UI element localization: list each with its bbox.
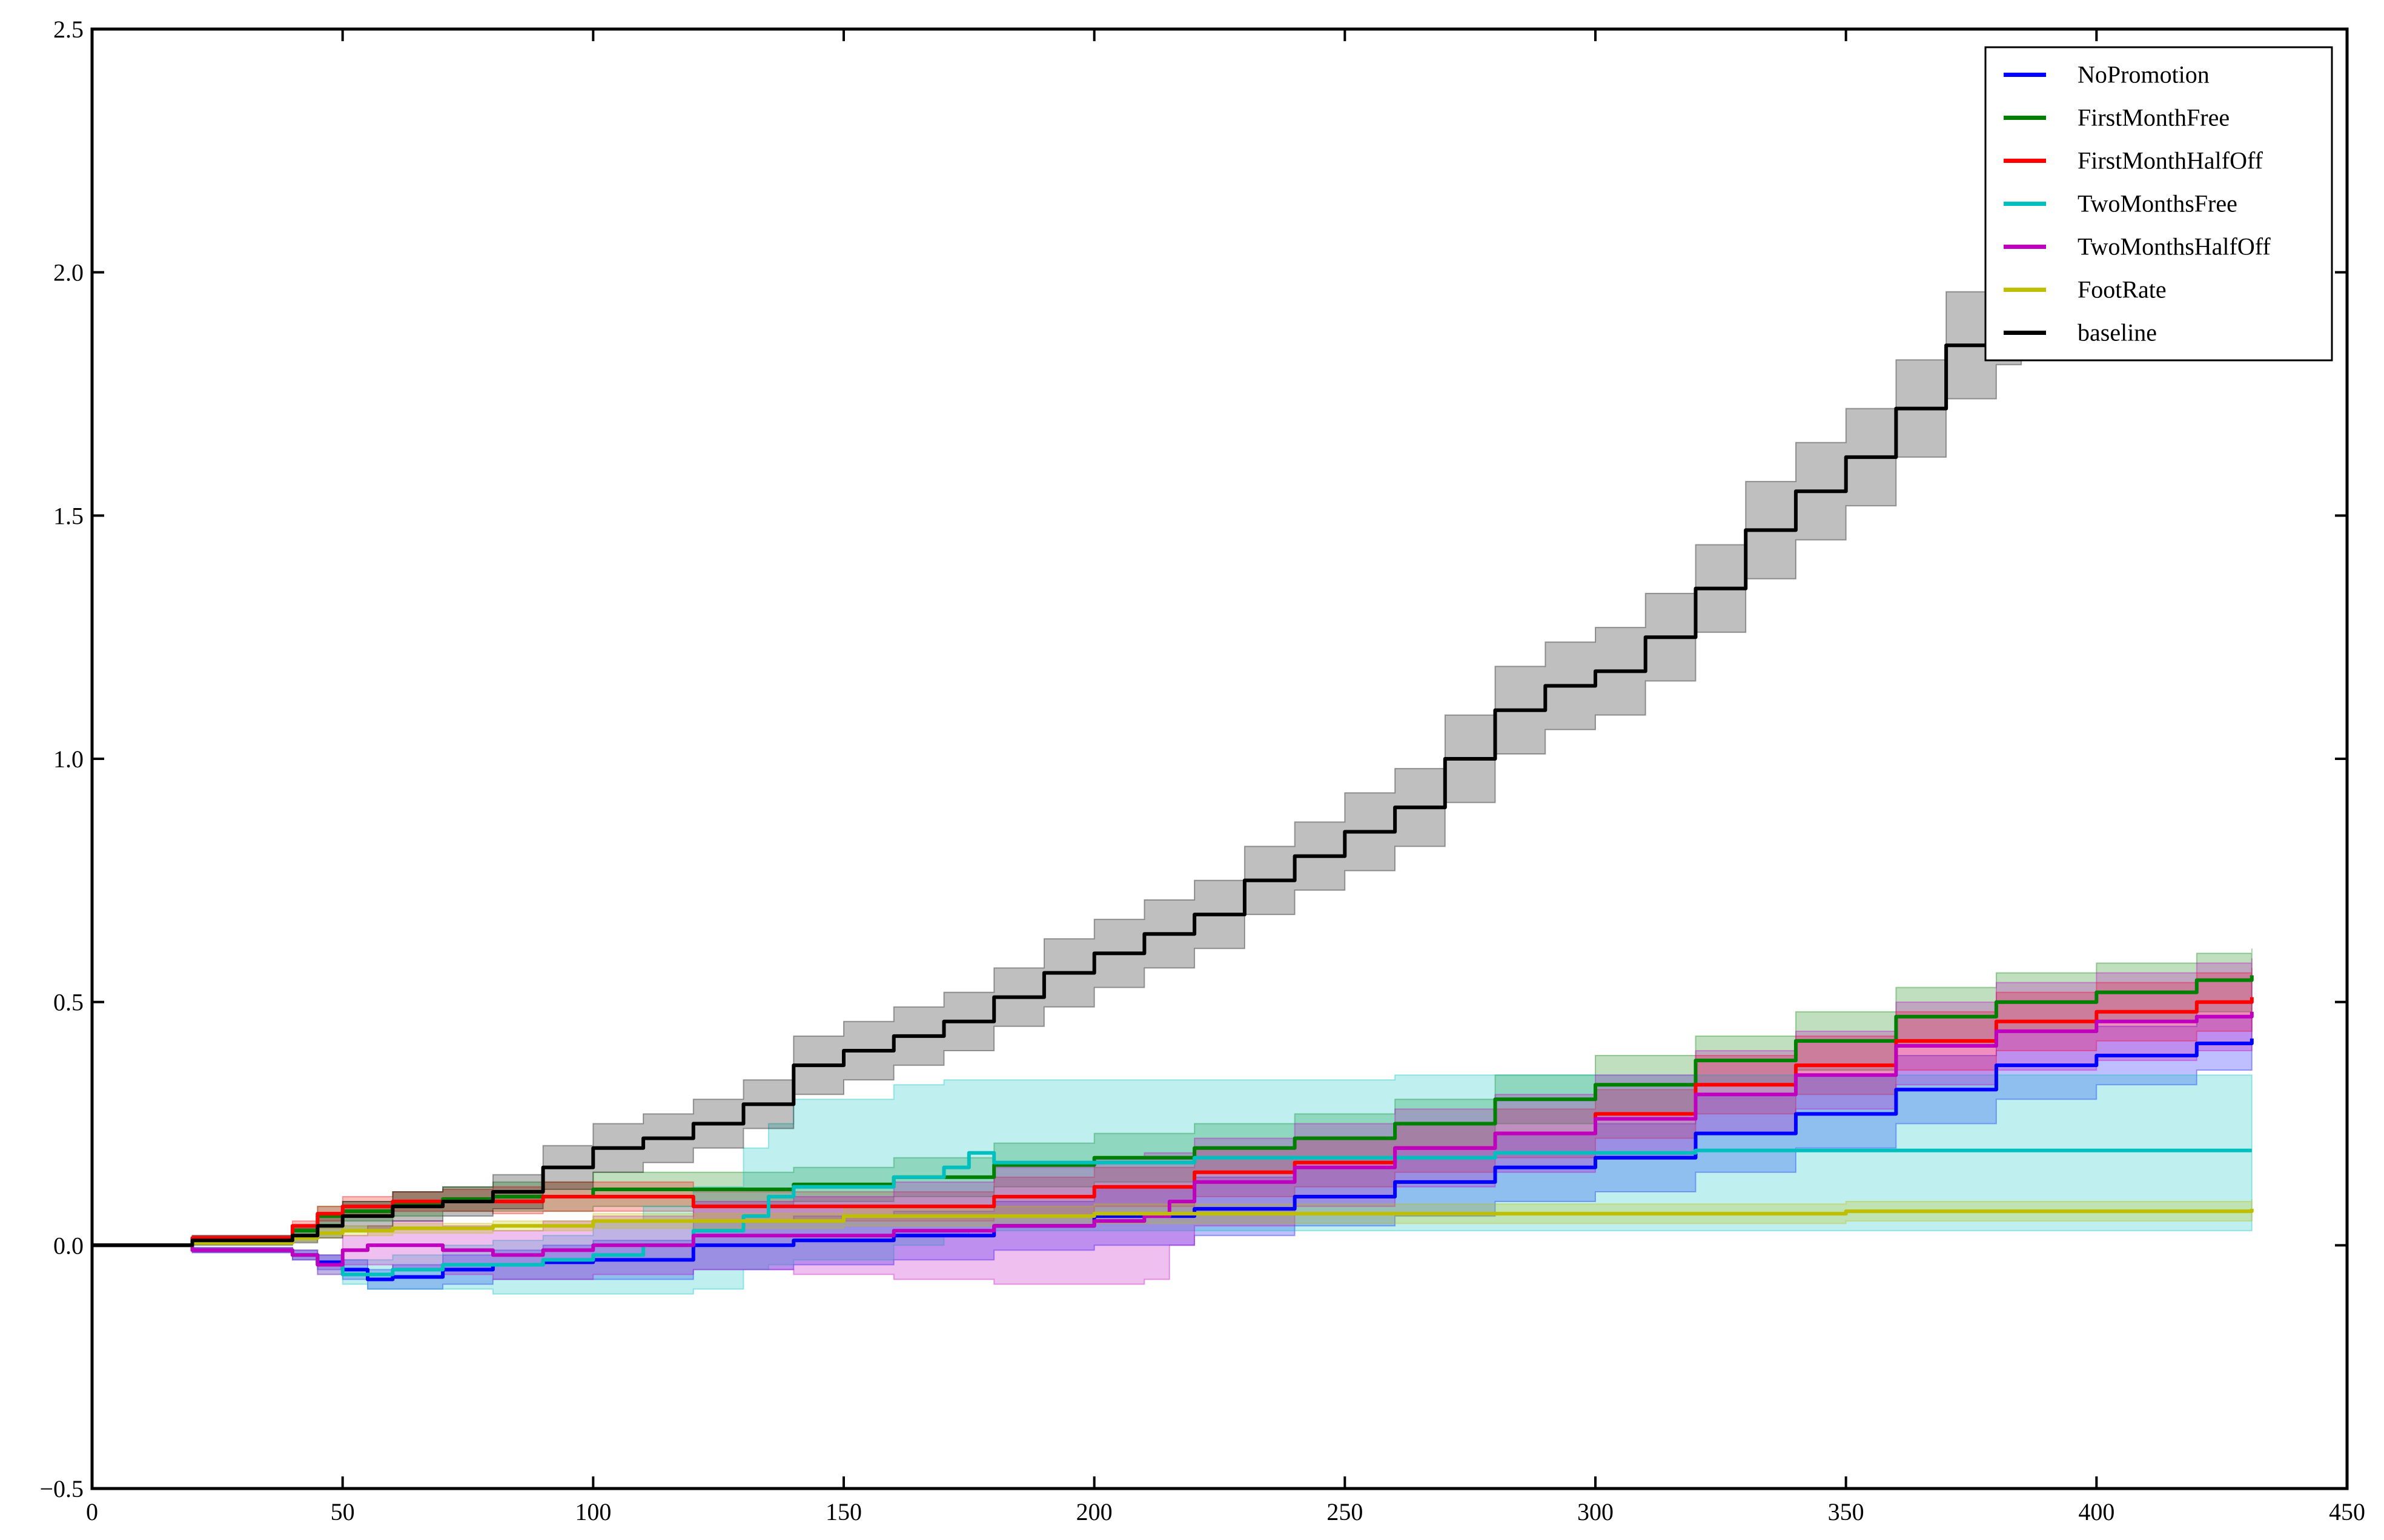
line-NoPromotion [92, 1038, 2254, 1281]
x-tick-label: 400 [2078, 1498, 2114, 1525]
y-tick-label: −0.5 [39, 1475, 84, 1502]
x-tick-label: 100 [575, 1498, 611, 1525]
legend-label-NoPromotion: NoPromotion [2078, 61, 2210, 88]
x-tick-label: 350 [1828, 1498, 1864, 1525]
line-TwoMonthsHalfOff [92, 1011, 2254, 1267]
x-tick-label: 250 [1326, 1498, 1363, 1525]
legend-label-FootRate: FootRate [2078, 276, 2167, 303]
legend-label-FirstMonthHalfOff: FirstMonthHalfOff [2078, 147, 2263, 174]
series-lines [92, 306, 2254, 1281]
line-baseline [92, 306, 2024, 1248]
y-tick-label: 1.5 [53, 502, 84, 529]
legend-label-FirstMonthFree: FirstMonthFree [2078, 104, 2230, 131]
confidence-bands [92, 253, 2253, 1295]
y-tick-label: 1.0 [53, 745, 84, 773]
band-TwoMonthsHalfOff [92, 958, 2253, 1285]
x-tick-label: 50 [331, 1498, 355, 1525]
line-FootRate [92, 1209, 2254, 1248]
x-tick-label: 200 [1076, 1498, 1113, 1525]
y-tick-label: 2.0 [53, 259, 84, 286]
band-TwoMonthsFree [92, 1074, 2253, 1295]
band-FirstMonthHalfOff [92, 968, 2253, 1246]
legend-label-TwoMonthsFree: TwoMonthsFree [2078, 190, 2237, 217]
y-tick-label: 0.5 [53, 989, 84, 1016]
x-tick-label: 300 [1577, 1498, 1614, 1525]
y-tick-label: 2.5 [53, 16, 84, 43]
y-tick-label: 0.0 [53, 1232, 84, 1259]
band-FootRate [92, 1199, 2253, 1246]
line-TwoMonthsFree [92, 1148, 2252, 1277]
legend: NoPromotion FirstMonthFree FirstMonthHalfO… [1984, 46, 2333, 362]
legend-label-baseline: baseline [2078, 319, 2157, 346]
line-FirstMonthHalfOff [92, 997, 2254, 1248]
x-tick-label: 0 [86, 1498, 98, 1525]
legend-label-TwoMonthsHalfOff: TwoMonthsHalfOff [2078, 233, 2271, 260]
axes: 0 50 100 150 200 250 300 350 400 450 −0.5 0.0 0.5 1.0… [39, 16, 2365, 1525]
x-tick-label: 450 [2329, 1498, 2365, 1525]
x-tick-label: 150 [826, 1498, 862, 1525]
